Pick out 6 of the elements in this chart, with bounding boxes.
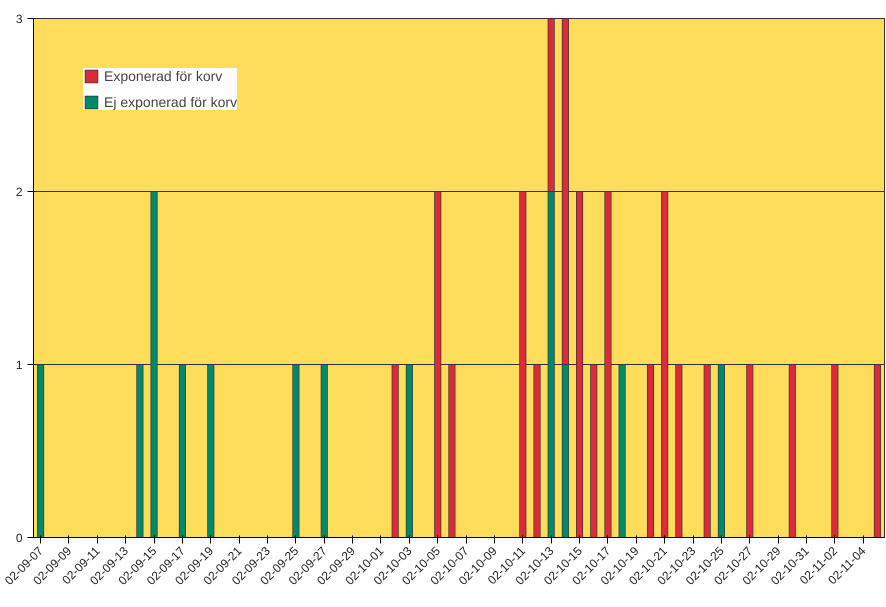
y-tick-label: 2	[16, 185, 23, 199]
y-tick-label: 1	[16, 358, 23, 372]
legend-label: Ej exponerad för korv	[104, 94, 238, 110]
y-tick-label: 3	[16, 12, 23, 26]
y-tick-label: 0	[16, 531, 23, 545]
legend-label: Exponerad för korv	[104, 68, 222, 84]
